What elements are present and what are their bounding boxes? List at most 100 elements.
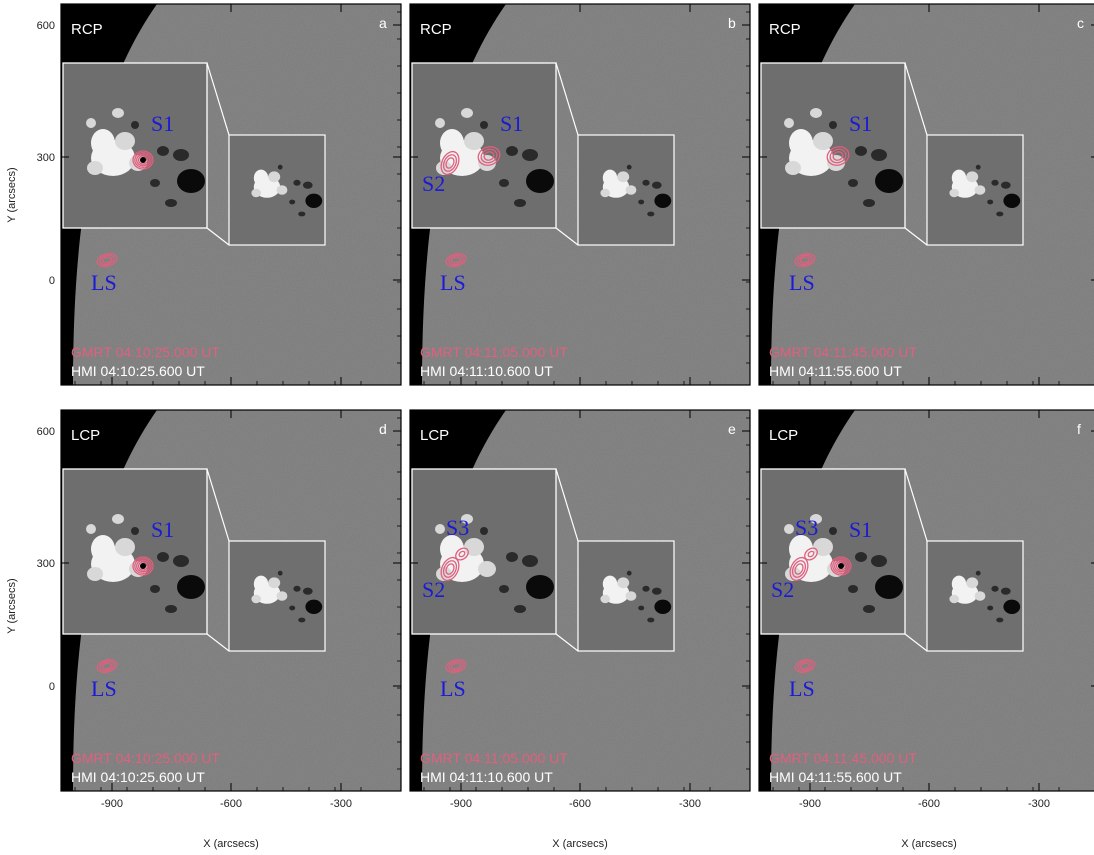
y-tick-label: 0 bbox=[49, 275, 55, 287]
negative-polarity bbox=[652, 181, 662, 189]
negative-polarity bbox=[626, 570, 632, 576]
panel-letter: a bbox=[379, 15, 387, 31]
source-label-s1: S1 bbox=[500, 111, 523, 136]
positive-polarity bbox=[789, 129, 813, 157]
active-region-box bbox=[228, 134, 326, 246]
negative-polarity bbox=[177, 575, 205, 599]
positive-polarity bbox=[810, 108, 822, 118]
negative-polarity bbox=[871, 149, 887, 161]
negative-polarity bbox=[987, 199, 994, 205]
positive-polarity bbox=[251, 594, 261, 604]
positive-polarity bbox=[112, 514, 124, 524]
negative-polarity bbox=[871, 555, 887, 567]
positive-polarity bbox=[951, 575, 967, 593]
negative-polarity bbox=[157, 146, 169, 156]
contour-s2 bbox=[440, 150, 460, 176]
panel-letter: f bbox=[1077, 421, 1081, 437]
zoom-inset bbox=[760, 62, 906, 229]
panel-b: S1 S2 LS RCP b GMRT 04:11:05.000 UT HMI 04:11:… bbox=[409, 3, 751, 386]
positive-polarity bbox=[440, 129, 464, 157]
negative-polarity bbox=[1003, 193, 1021, 208]
negative-polarity bbox=[638, 605, 645, 611]
panel-letter: b bbox=[728, 15, 736, 31]
negative-polarity bbox=[652, 587, 662, 595]
source-label-ls: LS bbox=[91, 676, 117, 701]
hmi-time: HMI 04:11:55.600 UT bbox=[769, 363, 902, 379]
source-label-s1: S1 bbox=[849, 517, 872, 542]
gmrt-time: GMRT 04:11:05.000 UT bbox=[420, 750, 568, 766]
zoom-connector bbox=[904, 227, 928, 246]
contour-core bbox=[140, 157, 146, 163]
positive-polarity bbox=[617, 171, 630, 183]
zoom-connector bbox=[206, 468, 230, 542]
positive-polarity bbox=[784, 524, 794, 534]
negative-polarity bbox=[514, 605, 526, 613]
negative-polarity bbox=[975, 570, 981, 576]
positive-polarity bbox=[112, 108, 124, 118]
y-tick-label: 0 bbox=[49, 681, 55, 693]
negative-polarity bbox=[293, 179, 301, 186]
source-label-s2: S2 bbox=[422, 171, 445, 196]
negative-polarity bbox=[991, 179, 999, 186]
zoom-inset bbox=[62, 62, 208, 229]
zoom-connector bbox=[555, 468, 579, 542]
contour-ls bbox=[445, 659, 467, 673]
negative-polarity bbox=[165, 605, 177, 613]
negative-polarity bbox=[165, 199, 177, 207]
hmi-time: HMI 04:11:10.600 UT bbox=[420, 363, 553, 379]
x-tick-label: -600 bbox=[918, 798, 940, 810]
positive-polarity bbox=[784, 118, 794, 128]
polarization-label: LCP bbox=[420, 427, 449, 444]
gmrt-time: GMRT 04:11:45.000 UT bbox=[769, 344, 917, 360]
negative-polarity bbox=[647, 617, 655, 623]
positive-polarity bbox=[974, 185, 986, 195]
gmrt-time: GMRT 04:11:05.000 UT bbox=[420, 344, 568, 360]
polarization-label: RCP bbox=[71, 21, 103, 38]
positive-polarity bbox=[461, 108, 473, 118]
positive-polarity bbox=[810, 514, 822, 524]
negative-polarity bbox=[848, 179, 858, 187]
source-label-s1: S1 bbox=[849, 111, 872, 136]
y-tick-label: 600 bbox=[37, 426, 55, 438]
positive-polarity bbox=[464, 538, 484, 556]
positive-polarity bbox=[625, 185, 637, 195]
source-label-ls: LS bbox=[440, 270, 466, 295]
negative-polarity bbox=[526, 169, 554, 193]
positive-polarity bbox=[276, 185, 288, 195]
contour-core bbox=[140, 563, 146, 569]
positive-polarity bbox=[464, 132, 484, 150]
positive-polarity bbox=[91, 129, 115, 157]
gmrt-time: GMRT 04:11:45.000 UT bbox=[769, 750, 917, 766]
positive-polarity bbox=[949, 594, 959, 604]
zoom-inset bbox=[760, 468, 906, 635]
negative-polarity bbox=[173, 555, 189, 567]
hmi-time: HMI 04:10:25.600 UT bbox=[71, 769, 205, 785]
panel-f: S1 S3 S2 LS LCP f GMRT 04:11:45.000 UT HMI 04:1… bbox=[758, 409, 1094, 810]
source-label-s2: S2 bbox=[422, 577, 445, 602]
negative-polarity bbox=[177, 169, 205, 193]
zoom-inset bbox=[411, 62, 557, 229]
negative-polarity bbox=[626, 164, 632, 170]
negative-polarity bbox=[506, 146, 518, 156]
contour-s1 bbox=[830, 556, 852, 576]
positive-polarity bbox=[478, 561, 496, 577]
x-axis-label-c: X (arcsecs) bbox=[901, 838, 957, 850]
negative-polarity bbox=[642, 585, 650, 592]
x-tick-label: -600 bbox=[220, 798, 242, 810]
x-tick-label: -300 bbox=[330, 798, 352, 810]
negative-polarity bbox=[987, 605, 994, 611]
negative-polarity bbox=[150, 179, 160, 187]
positive-polarity bbox=[951, 169, 967, 187]
positive-polarity bbox=[115, 538, 135, 556]
negative-polarity bbox=[303, 587, 313, 595]
active-region-box bbox=[577, 540, 675, 652]
negative-polarity bbox=[289, 199, 296, 205]
negative-polarity bbox=[829, 527, 837, 535]
contour-ls bbox=[794, 659, 816, 673]
positive-polarity bbox=[789, 535, 813, 563]
contour-s1 bbox=[132, 556, 154, 576]
x-tick-label: -900 bbox=[799, 798, 821, 810]
x-tick-label: -900 bbox=[450, 798, 472, 810]
negative-polarity bbox=[131, 527, 139, 535]
